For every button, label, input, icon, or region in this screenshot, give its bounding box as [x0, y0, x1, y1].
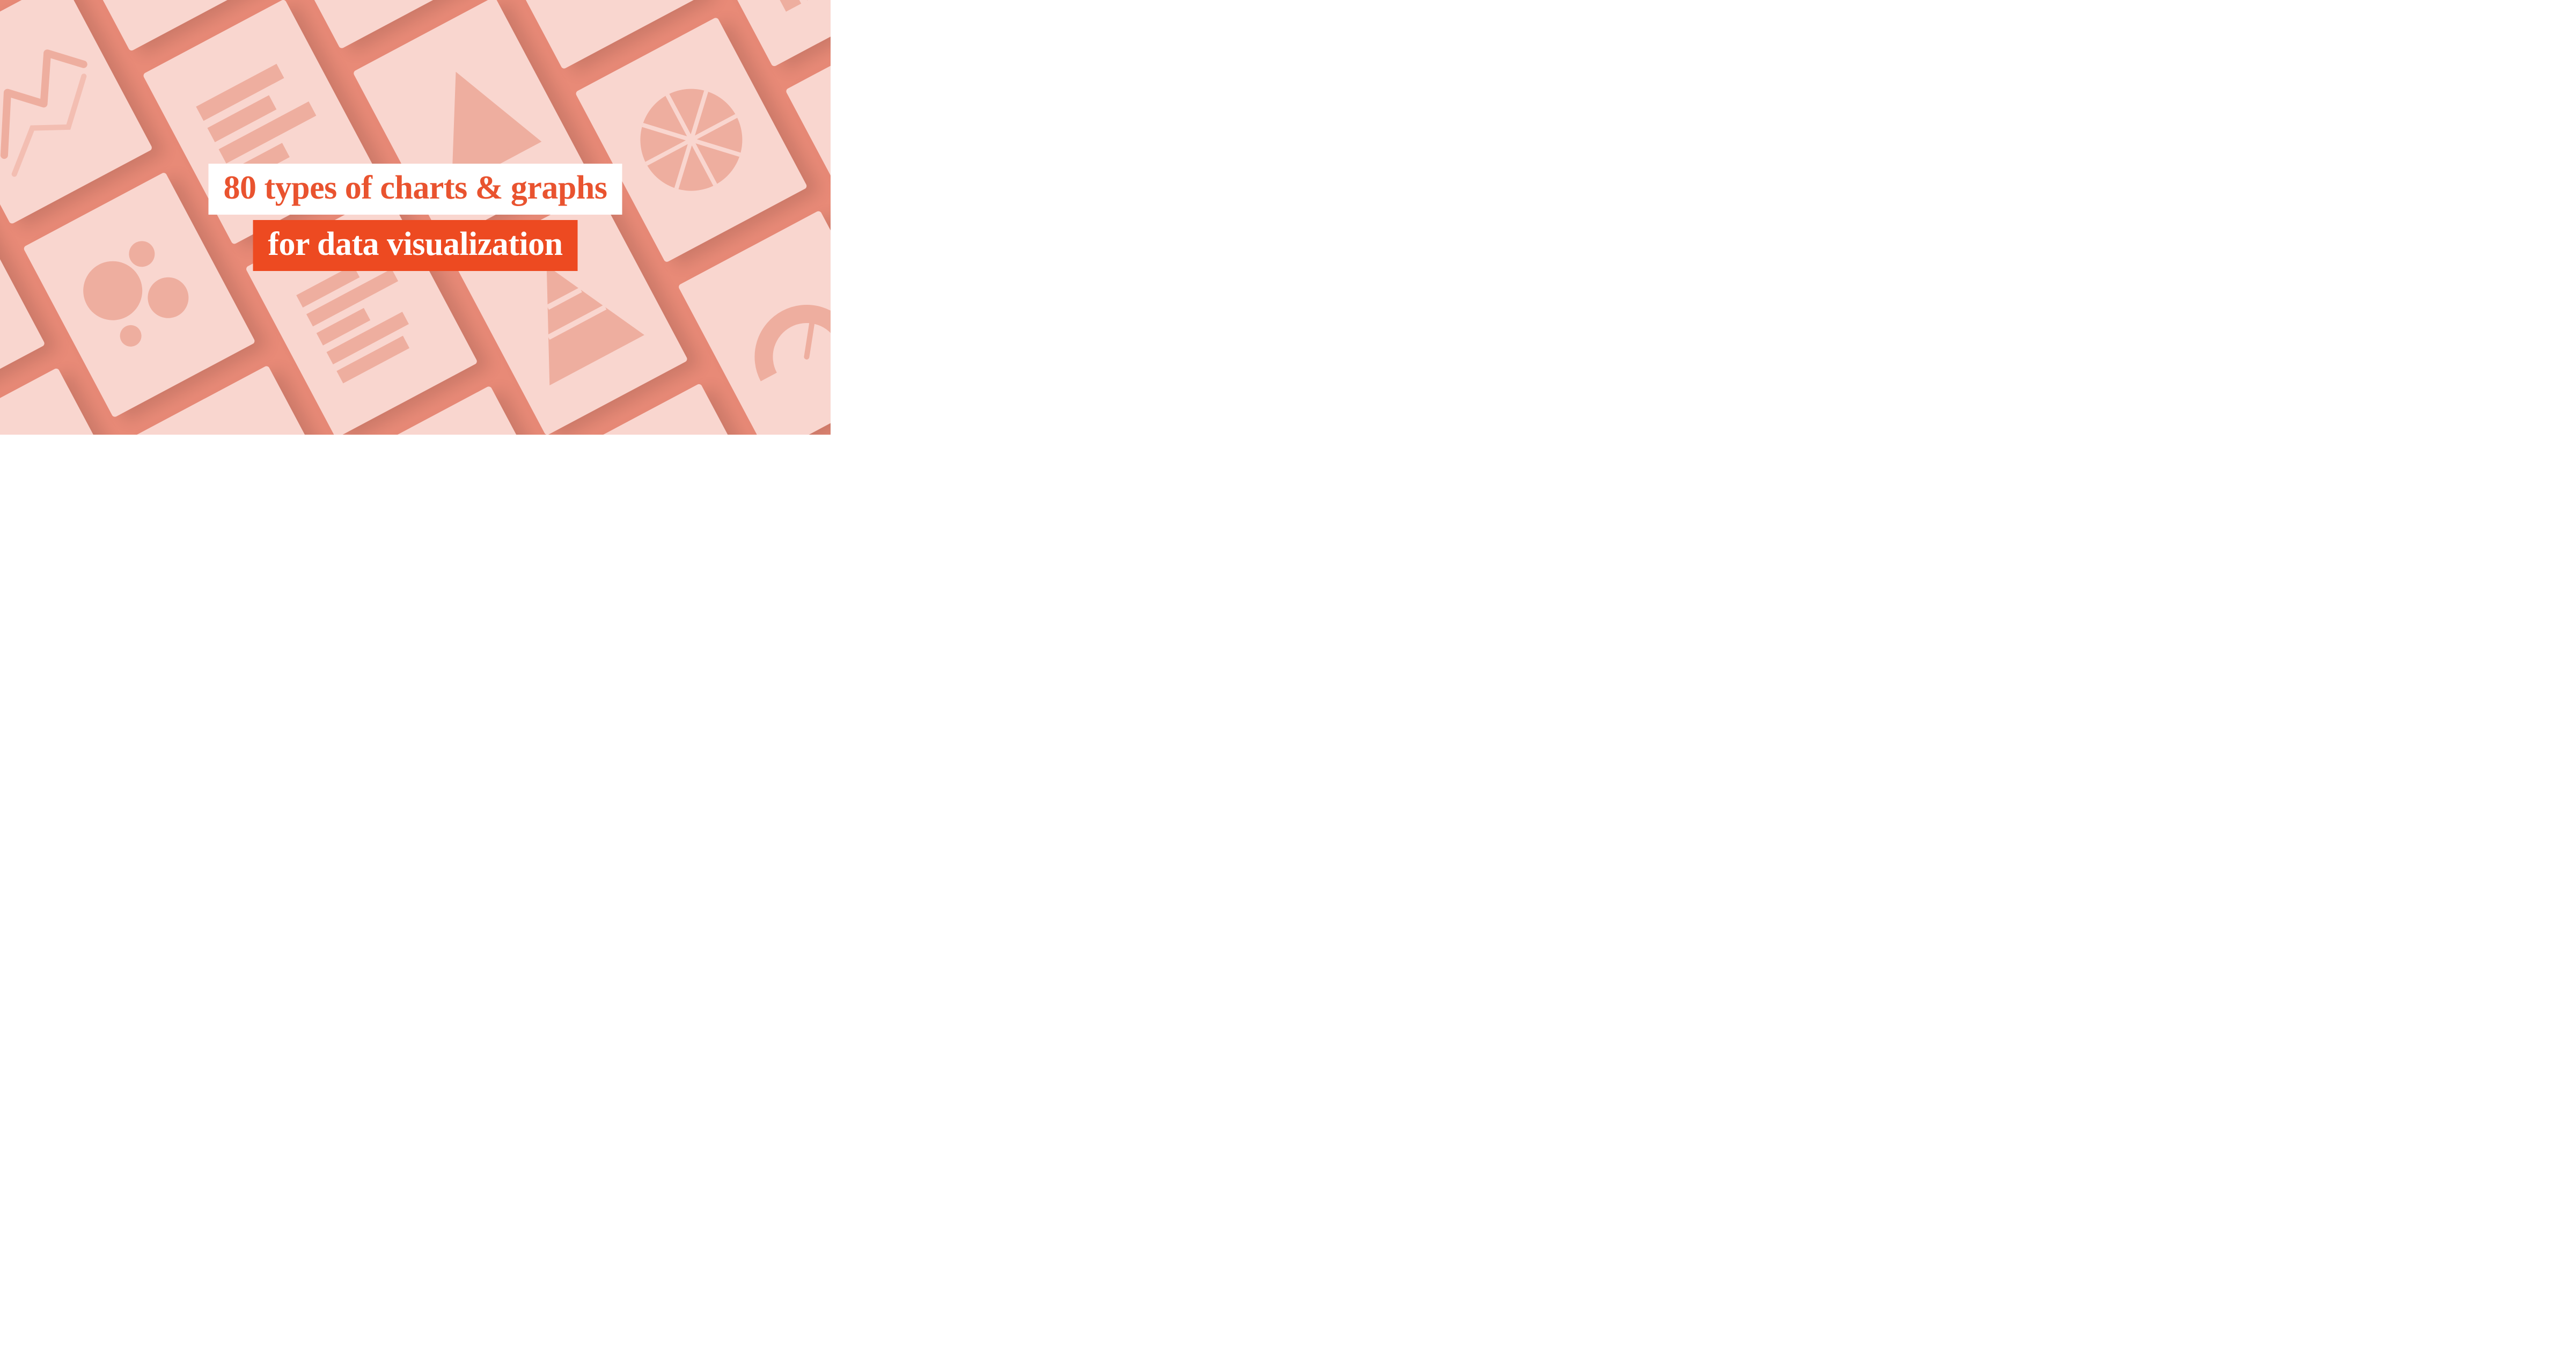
title-block: 80 types of charts & graphs for data vis…	[209, 164, 622, 271]
title-line-2: for data visualization	[253, 220, 577, 271]
title-line-1: 80 types of charts & graphs	[209, 164, 622, 215]
infographic-canvas: 80 types of charts & graphs for data vis…	[0, 0, 831, 435]
